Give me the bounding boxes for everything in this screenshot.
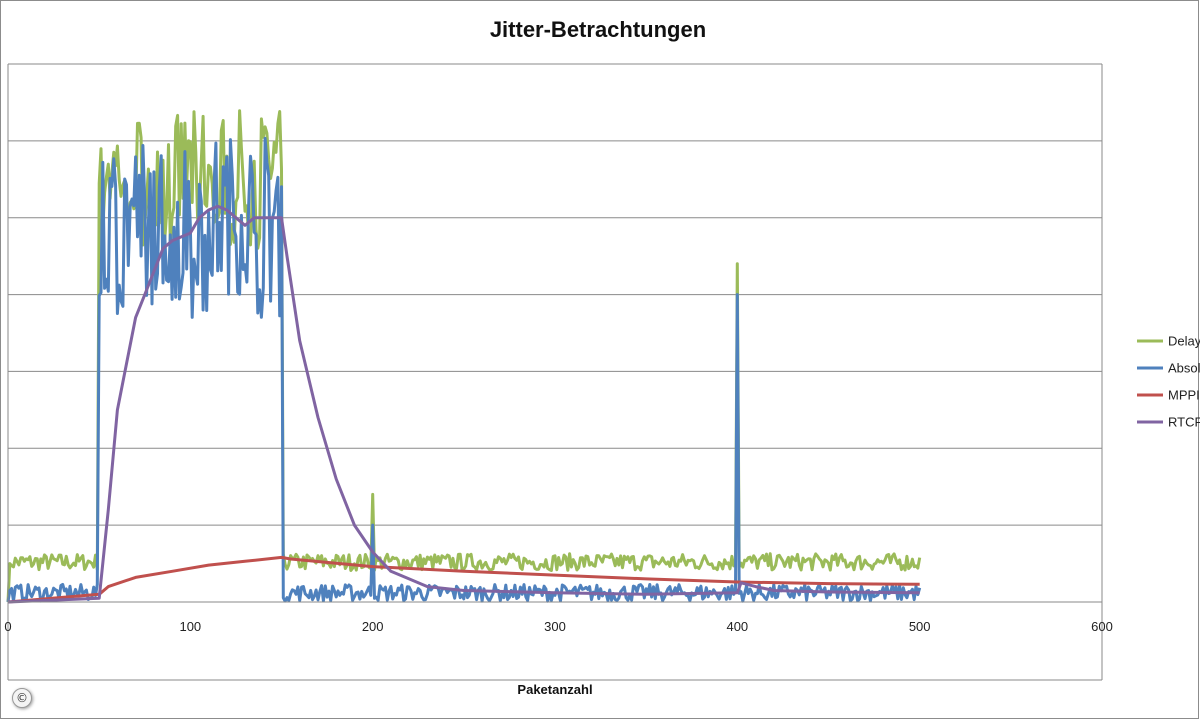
legend-label-delay: Delay [1168, 334, 1200, 349]
series-line-mppi [7, 555, 920, 604]
series-line-absolut [6, 136, 922, 603]
series-layer [6, 109, 922, 604]
x-axis-label: Paketanzahl [517, 682, 592, 697]
copyright-icon: © [12, 688, 32, 708]
x-tick-label-100: 100 [179, 619, 201, 634]
x-tick-label-200: 200 [362, 619, 384, 634]
legend: Delay Absolut MPPI RTCP [1137, 334, 1200, 430]
x-tick-label-400: 400 [726, 619, 748, 634]
legend-label-rtcp: RTCP [1168, 415, 1200, 430]
legend-label-mppi: MPPI [1168, 388, 1200, 403]
x-tick-label-600: 600 [1091, 619, 1113, 634]
axes: 0 100 200 300 400 500 600 [4, 64, 1113, 681]
x-tick-label-0: 0 [4, 619, 11, 634]
series-line-rtcp [7, 204, 920, 604]
chart-title: Jitter-Betrachtungen [490, 17, 706, 42]
x-tick-label-300: 300 [544, 619, 566, 634]
legend-label-absolut: Absolut [1168, 361, 1200, 376]
x-tick-label-500: 500 [909, 619, 931, 634]
